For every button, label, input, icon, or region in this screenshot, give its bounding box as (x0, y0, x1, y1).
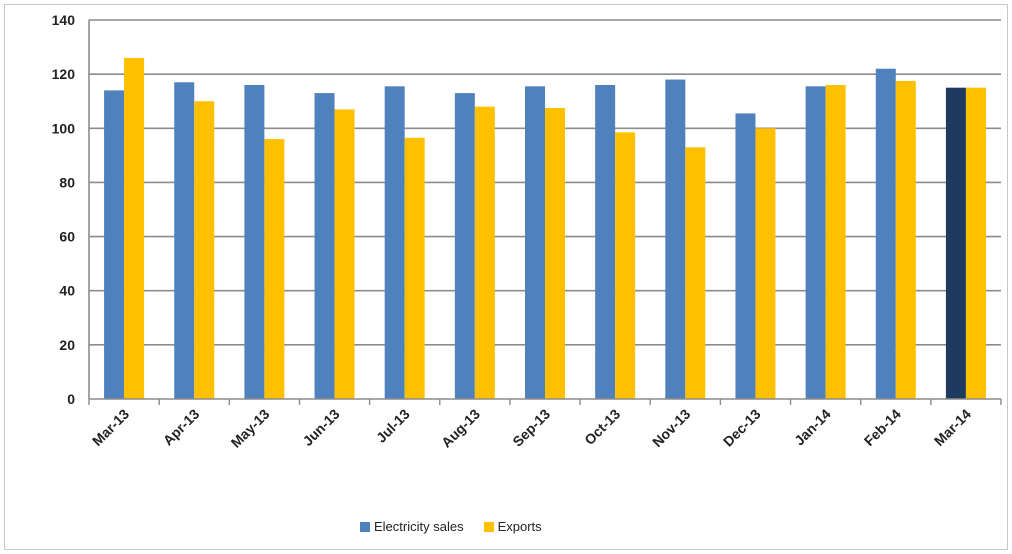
bar-electricity-Jan-14 (805, 86, 826, 399)
x-tick-label-Nov-13: Nov-13 (649, 406, 693, 450)
x-tick-label-May-13: May-13 (228, 406, 273, 451)
legend-swatch-exports (483, 521, 494, 532)
x-tick-label-Mar-14: Mar-14 (931, 406, 974, 449)
bar-exports-Sep-13 (545, 107, 565, 399)
bar-exports-Aug-13 (474, 106, 495, 399)
bar-exports-Oct-13 (615, 132, 636, 399)
bar-chart: 0 20 40 60 80 100 120 140 Mar-13 Apr-13 May-13 Jun… (52, 12, 1002, 451)
y-tick-label-20: 20 (59, 337, 75, 353)
y-tick-label-140: 140 (52, 12, 76, 28)
bar-electricity-May-13 (244, 84, 265, 399)
bar-exports-Jan-14 (825, 84, 846, 399)
legend-item-electricity: Electricity sales (360, 519, 464, 534)
x-tick-label-Apr-13: Apr-13 (160, 406, 203, 449)
bars (104, 57, 986, 400)
bar-electricity-Apr-13 (174, 82, 195, 399)
x-tick-label-Aug-13: Aug-13 (438, 406, 483, 451)
y-tick-label-60: 60 (59, 229, 75, 245)
x-tick-label-Sep-13: Sep-13 (509, 406, 553, 450)
axes (88, 20, 1002, 405)
x-tick-label-Jul-13: Jul-13 (373, 406, 413, 446)
y-tick-label-100: 100 (52, 120, 76, 136)
x-tick-label-Dec-13: Dec-13 (720, 406, 764, 450)
bar-exports-Nov-13 (685, 147, 706, 399)
x-tick-label-Jun-13: Jun-13 (299, 406, 342, 449)
bar-electricity-Nov-13 (665, 79, 686, 400)
bar-exports-Dec-13 (755, 128, 776, 399)
bar-exports-Jul-13 (404, 137, 425, 399)
bar-exports-May-13 (264, 139, 285, 399)
legend-label-exports: Exports (497, 519, 542, 534)
y-tick-label-120: 120 (52, 66, 76, 82)
bar-exports-Feb-14 (895, 80, 916, 400)
bar-exports-Jun-13 (334, 109, 355, 399)
bar-electricity-Mar-14 (945, 87, 966, 399)
y-tick-label-0: 0 (67, 391, 75, 407)
legend-swatch-electricity (360, 521, 370, 532)
y-tick-label-80: 80 (59, 174, 75, 190)
x-tick-label-Jan-14: Jan-14 (791, 406, 834, 449)
y-tick-label-40: 40 (59, 283, 75, 299)
bar-electricity-Sep-13 (525, 86, 545, 399)
x-tick-label-Mar-13: Mar-13 (89, 406, 132, 449)
x-tick-label-Oct-13: Oct-13 (581, 406, 623, 448)
bar-electricity-Feb-14 (875, 68, 896, 399)
bar-exports-Mar-14 (965, 87, 986, 399)
bar-exports-Mar-13 (124, 57, 145, 400)
legend-label-electricity: Electricity sales (374, 519, 464, 534)
bar-electricity-Mar-13 (104, 90, 125, 399)
legend-item-exports: Exports (483, 519, 542, 534)
bar-electricity-Jun-13 (314, 93, 335, 399)
bar-exports-Apr-13 (194, 101, 215, 399)
bar-electricity-Aug-13 (454, 93, 475, 399)
bar-electricity-Dec-13 (735, 113, 756, 400)
x-tick-labels: Mar-13 Apr-13 May-13 Jun-13 Jul-13 Aug-13 Sep-… (89, 406, 974, 451)
legend: Electricity sales Exports (360, 519, 542, 534)
bar-electricity-Jul-13 (384, 86, 405, 399)
chart-frame: 0 20 40 60 80 100 120 140 Mar-13 Apr-13 May-13 Jun… (4, 4, 1008, 550)
x-tick-label-Feb-14: Feb-14 (861, 406, 904, 449)
bar-electricity-Oct-13 (595, 84, 616, 399)
y-tick-labels: 0 20 40 60 80 100 120 140 (52, 12, 76, 407)
